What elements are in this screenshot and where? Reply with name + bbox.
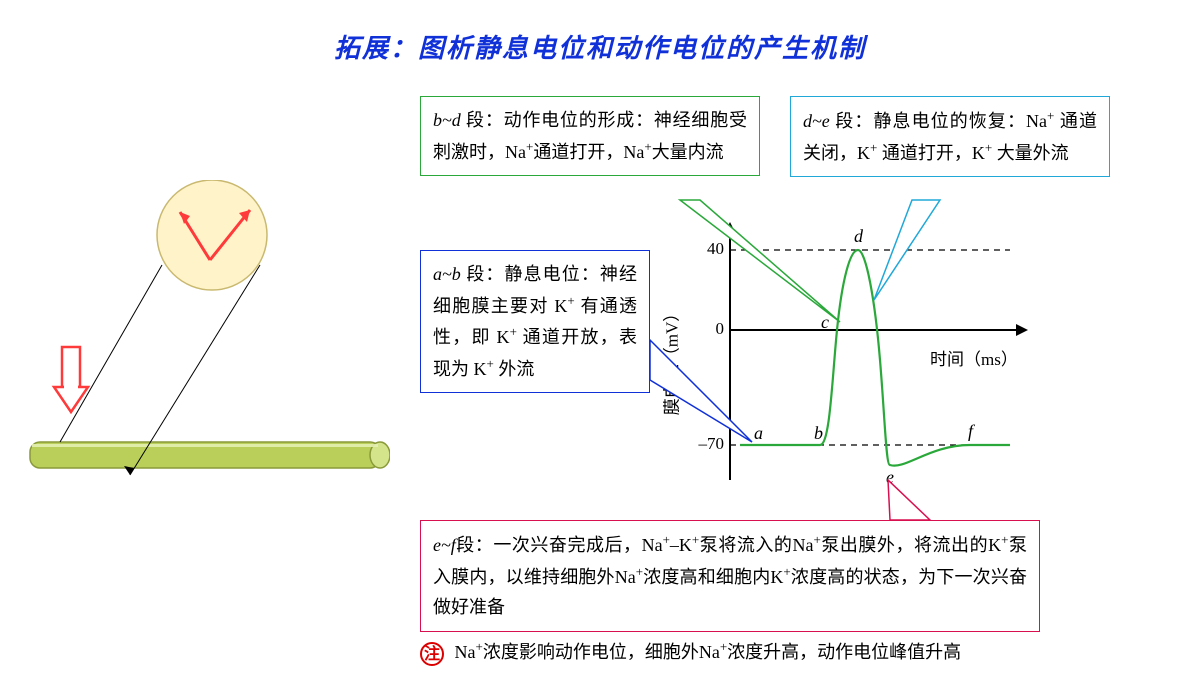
point-e-label: e — [886, 467, 894, 488]
callout-ab: a~b 段：静息电位：神经细胞膜主要对 K+ 有通透性，即 K+ 通道开放，表现… — [420, 250, 650, 393]
note-icon: 注 — [420, 642, 444, 666]
axon-cylinder — [30, 442, 390, 468]
y-tick-0: 0 — [684, 319, 724, 339]
callout-bd: b~d 段：动作电位的形成：神经细胞受刺激时，Na+通道打开，Na+大量内流 — [420, 96, 760, 176]
callout-de: d~e 段：静息电位的恢复：Na+ 通道关闭，K+ 通道打开，K+ 大量外流 — [790, 96, 1110, 177]
page-title: 拓展：图析静息电位和动作电位的产生机制 — [0, 28, 1200, 65]
axon-zoom-svg — [10, 180, 390, 500]
point-b-label: b — [814, 423, 823, 444]
point-a-label: a — [754, 423, 763, 444]
x-axis-label: 时间（ms） — [930, 345, 1018, 370]
point-c-label: c — [821, 312, 829, 333]
zoom-circle — [157, 180, 267, 290]
y-axis-label: 膜电位（mV） — [658, 305, 683, 416]
left-diagram — [10, 180, 390, 500]
note-text: Na+浓度影响动作电位，细胞外Na+浓度升高，动作电位峰值升高 — [455, 642, 962, 662]
action-potential-graph: 膜电位（mV） 40 0 –70 时间（ms） a b c d e f — [680, 220, 1040, 500]
point-f-label: f — [968, 421, 973, 442]
note-line: 注 Na+浓度影响动作电位，细胞外Na+浓度升高，动作电位峰值升高 — [420, 638, 961, 666]
y-tick-40: 40 — [684, 239, 724, 259]
y-tick-neg70: –70 — [684, 434, 724, 454]
point-d-label: d — [854, 226, 863, 247]
callout-ef: e~f段：一次兴奋完成后，Na+–K+泵将流入的Na+泵出膜外，将流出的K+泵入… — [420, 520, 1040, 632]
